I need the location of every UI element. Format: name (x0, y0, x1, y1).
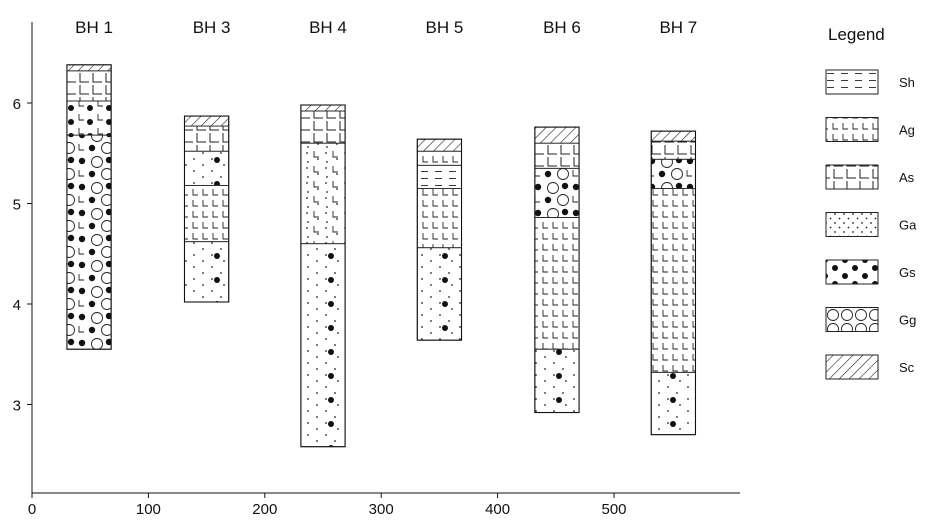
layer-ga-gs (534, 348, 580, 413)
layer-sc (650, 130, 696, 142)
axes: 0 100 200 300 400 500 3 4 5 6 (13, 22, 740, 518)
borehole-outline (66, 64, 112, 350)
legend-item-ag: Ag (825, 117, 915, 142)
legend-item-sc: Sc (825, 354, 915, 380)
legend-item-gs: Gs (825, 259, 916, 285)
x-tick-label: 300 (369, 501, 394, 518)
layer-ga-gs (184, 150, 230, 186)
layer-ga-gs (650, 371, 696, 436)
legend: Legend Sh Ag As Ga Gs Gg Sc (825, 25, 917, 380)
borehole-bh6: BH 6 (534, 18, 581, 414)
x-tick-label: 200 (252, 501, 277, 518)
layer-as (650, 140, 696, 160)
borehole-label: BH 7 (659, 18, 697, 37)
legend-swatch (825, 117, 879, 142)
borehole-label: BH 1 (75, 18, 113, 37)
layer-ag (534, 217, 580, 350)
legend-swatch (825, 354, 879, 380)
borehole-bh4: BH 4 (300, 18, 347, 448)
y-tick-label: 4 (13, 297, 21, 314)
legend-label: Gg (899, 313, 916, 328)
layer-as (184, 125, 230, 152)
borehole-outline (416, 138, 463, 341)
legend-item-sh: Sh (825, 69, 915, 95)
borehole-label: BH 4 (309, 18, 347, 37)
layer-ag (650, 188, 696, 373)
legend-label: Sh (899, 75, 915, 90)
legend-title: Legend (828, 25, 885, 44)
layer-sh (416, 164, 462, 189)
layer-as (534, 142, 580, 169)
legend-label: Gs (899, 265, 916, 280)
layer-as (66, 70, 112, 102)
legend-item-ga: Ga (825, 212, 917, 237)
y-tick-label: 5 (13, 197, 21, 214)
layer-sc (184, 115, 230, 127)
borehole-bh7: BH 7 (650, 18, 697, 436)
layer-ag (416, 188, 462, 249)
layer-ga-gs (300, 243, 346, 448)
layer-ag-gs (66, 100, 112, 136)
legend-swatch (825, 212, 879, 237)
legend-swatch (825, 164, 879, 190)
layer-gs-gg-ag (66, 134, 112, 350)
layer-ag (416, 150, 462, 166)
layer-ag (184, 185, 230, 243)
legend-item-as: As (825, 164, 915, 190)
legend-swatch (825, 259, 879, 285)
borehole-outline (650, 130, 697, 436)
legend-swatch (825, 69, 879, 95)
y-tick-label: 3 (13, 398, 21, 415)
borehole-bh5: BH 5 (416, 18, 464, 341)
x-tick-label: 100 (136, 501, 161, 518)
legend-label: As (899, 170, 915, 185)
legend-label: Ga (899, 218, 917, 233)
layer-ga-gs (416, 247, 462, 341)
boreholes: BH 1 BH 3 BH 4 BH 5 BH 6 BH 7 (66, 18, 697, 448)
layer-ga-gs-gg (534, 167, 580, 218)
layer-as (300, 110, 346, 144)
borehole-outline (534, 126, 580, 414)
legend-label: Sc (899, 360, 915, 375)
legend-item-gg: Gg (825, 307, 916, 332)
borehole-outline (300, 104, 346, 448)
x-tick-label: 0 (28, 501, 36, 518)
layer-sc (416, 138, 462, 152)
legend-label: Ag (899, 123, 915, 138)
borehole-label: BH 6 (543, 18, 581, 37)
layer-ga-ag (300, 142, 346, 245)
layer-ga-gs (184, 241, 230, 303)
x-tick-label: 400 (485, 501, 510, 518)
x-tick-label: 500 (601, 501, 626, 518)
borehole-bh3: BH 3 (183, 18, 231, 303)
y-tick-label: 6 (13, 96, 21, 113)
legend-swatch (825, 307, 879, 332)
layer-sc (300, 104, 346, 112)
borehole-outline (183, 115, 230, 303)
borehole-label: BH 3 (193, 18, 231, 37)
layer-sc (66, 64, 112, 72)
layer-ga-gs-gg (650, 158, 696, 189)
layer-sc (534, 126, 580, 144)
borehole-bh1: BH 1 (66, 18, 113, 350)
borehole-label: BH 5 (426, 18, 464, 37)
